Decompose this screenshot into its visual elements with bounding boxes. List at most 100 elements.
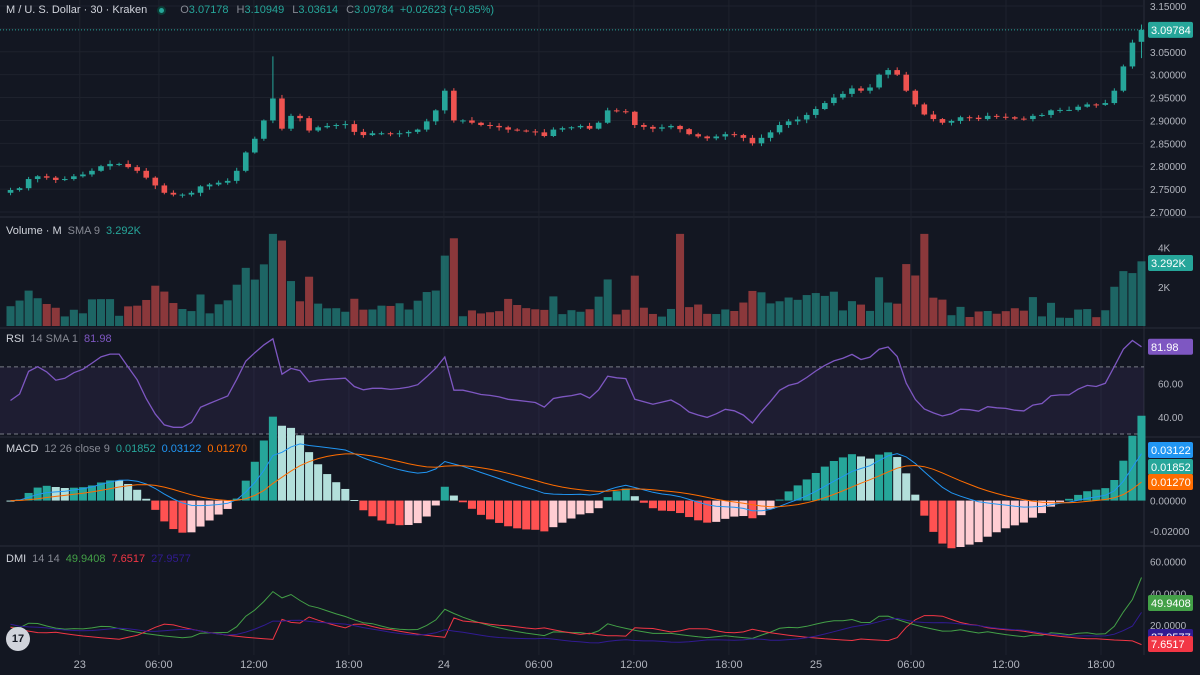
candle-body — [396, 133, 403, 135]
volume-bar — [766, 303, 775, 326]
macd-hist-bar — [332, 482, 341, 501]
price-tick-label: 2.85000 — [1150, 139, 1187, 150]
candle-body — [659, 127, 665, 129]
macd-hist-bar — [106, 480, 115, 501]
price-tick-label: 2.80000 — [1150, 162, 1187, 173]
x-tick-label: 12:00 — [620, 659, 648, 671]
macd-hist-bar — [920, 500, 929, 516]
candle-body — [414, 129, 421, 132]
candle-body — [206, 184, 213, 187]
volume-bar — [350, 298, 359, 326]
macd-line-tag-bg — [1148, 442, 1193, 458]
candle-body — [849, 88, 855, 94]
candle-body — [107, 163, 113, 167]
macd-hist-bar — [178, 500, 187, 533]
rsi-value: 81.98 — [84, 333, 112, 345]
macd-hist-bar — [875, 454, 884, 501]
candle-body — [1093, 104, 1100, 106]
volume-bar — [404, 309, 413, 326]
volume-bar — [965, 317, 974, 326]
volume-bar — [838, 310, 847, 326]
volume-bar — [1119, 271, 1128, 326]
macd-hist-bar — [395, 500, 404, 526]
volume-bar — [929, 297, 938, 326]
candle-body — [632, 111, 638, 126]
candle-body — [432, 110, 439, 122]
dmi-legend[interactable]: DMI 14 14 49.9408 7.6517 27.9577 — [6, 553, 191, 565]
candle-body — [1102, 103, 1109, 105]
candle-body — [288, 115, 294, 129]
volume-bar — [594, 296, 603, 326]
symbol-title: M / U. S. Dollar · 30 · Kraken — [6, 4, 148, 16]
volume-bar — [115, 315, 124, 326]
last-price-tag-bg — [1148, 21, 1193, 38]
macd-hist-bar — [531, 500, 540, 530]
volume-bar — [214, 304, 223, 326]
volume-legend[interactable]: Volume · M SMA 9 3.292K — [6, 225, 141, 237]
candle-body — [622, 111, 629, 113]
volume-bar — [694, 304, 703, 326]
macd-title: MACD — [6, 443, 39, 455]
macd-hist-bar — [847, 454, 856, 501]
macd-hist-bar — [558, 500, 567, 523]
candle-body — [912, 90, 919, 105]
candle-body — [1084, 104, 1090, 107]
macd-legend[interactable]: MACD 12 26 close 9 0.01852 0.03122 0.012… — [6, 443, 247, 455]
macd-hist-tag-bg — [1148, 459, 1193, 475]
tradingview-logo-icon[interactable]: 17 — [6, 627, 30, 651]
volume-bar — [612, 314, 621, 326]
volume-bar — [920, 233, 929, 326]
volume-bar — [820, 295, 829, 326]
volume-bar — [1137, 261, 1146, 326]
macd-hist-bar — [929, 500, 938, 532]
volume-bar — [1028, 297, 1037, 326]
volume-bar — [1083, 309, 1092, 326]
volume-bar — [1046, 302, 1056, 326]
macd-hist-bar — [594, 500, 603, 509]
candle-body — [921, 104, 928, 115]
rsi-last-tag-bg — [1148, 338, 1193, 355]
dmi-minus-tag-bg — [1148, 636, 1193, 652]
candle-body — [505, 127, 511, 130]
volume-bar — [911, 275, 920, 326]
x-tick-label: 24 — [438, 659, 450, 671]
candle-body — [541, 132, 548, 137]
candle-body — [876, 74, 882, 88]
candle-body — [785, 121, 792, 126]
macd-hist-bar — [241, 480, 250, 501]
candle-body — [1129, 42, 1136, 67]
macd-hist-bar — [793, 485, 802, 501]
candle-body — [405, 131, 412, 134]
macd-hist-bar — [856, 456, 866, 501]
x-tick-label: 06:00 — [525, 659, 553, 671]
macd-hist-bar — [630, 496, 639, 501]
volume-tick-label: 4K — [1158, 244, 1171, 255]
candle-body — [1075, 106, 1081, 110]
volume-bar — [1074, 309, 1083, 326]
volume-bar — [196, 294, 205, 326]
symbol-legend: M / U. S. Dollar · 30 · Kraken O3.07178 … — [6, 4, 495, 16]
candle-body — [52, 177, 59, 180]
volume-bar — [685, 307, 694, 326]
volume-last-tag-bg — [1148, 255, 1193, 271]
volume-bar — [169, 303, 178, 326]
volume-bar — [495, 311, 504, 326]
volume-bar — [1101, 310, 1110, 326]
candle-body — [831, 97, 837, 104]
macd-hist-bar — [585, 500, 594, 514]
x-tick-label: 18:00 — [1087, 659, 1115, 671]
candle-body — [957, 117, 964, 121]
macd-hist-bar — [96, 482, 106, 501]
macd-signal-value: 0.01270 — [207, 443, 248, 455]
macd-hist-bar — [540, 500, 549, 532]
candle-body — [1021, 118, 1027, 120]
rsi-legend[interactable]: RSI 14 SMA 1 81.98 — [6, 333, 112, 345]
candle-body — [749, 137, 756, 144]
macd-hist-bar — [694, 500, 703, 521]
macd-hist-bar — [458, 500, 467, 503]
macd-hist-bar — [250, 461, 259, 501]
macd-hist-bar — [703, 500, 712, 523]
candle-body — [1048, 110, 1054, 115]
volume-bar — [938, 299, 947, 326]
